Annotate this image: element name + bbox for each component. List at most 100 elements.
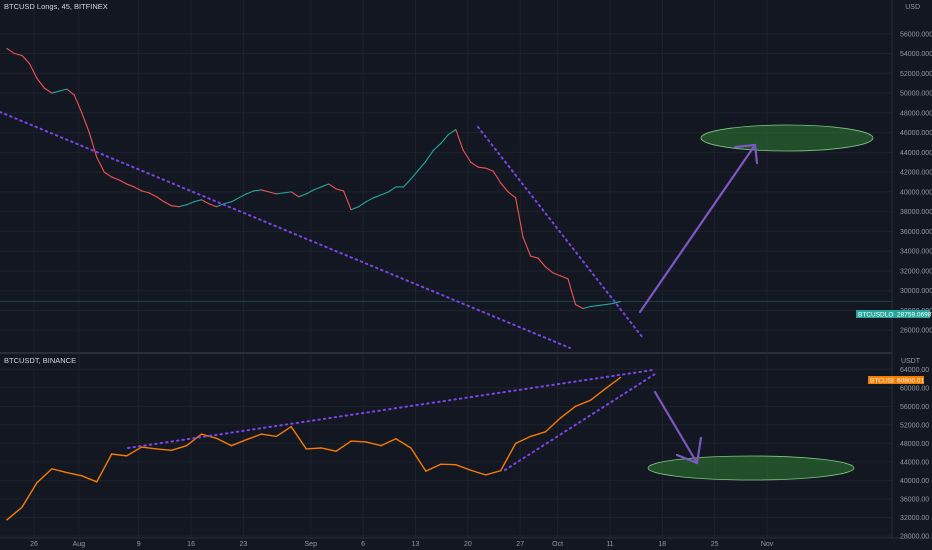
time-axis[interactable]: 26 Aug 9 16 23 Sep 6 13 20 27 Oct 11 18 25 Nov (30, 541, 774, 548)
upper-series-point (283, 192, 285, 194)
upper-series-segment (133, 186, 142, 192)
upper-series-segment (432, 143, 442, 151)
time-tick-label: 26 (30, 541, 38, 548)
upper-series-segment (530, 255, 539, 259)
upper-series-segment (36, 77, 45, 89)
upper-price-axis[interactable]: 56000.0000 54000.0000 52000.0000 50000.0000… (900, 31, 932, 334)
upper-series-segment (193, 199, 202, 203)
upper-series-segment (425, 150, 434, 162)
upper-series-point (597, 304, 599, 307)
upper-series-segment (290, 191, 300, 198)
upper-series-point (305, 193, 307, 195)
upper-series-point (380, 194, 382, 196)
upper-series-segment (545, 266, 554, 274)
upper-series-segment (126, 183, 135, 188)
upper-series-point (507, 191, 509, 193)
upper-price-tick-label: 32000.0000 (900, 268, 932, 275)
upper-short-trendline (477, 126, 644, 339)
upper-series-point (260, 189, 262, 191)
upper-series-segment (597, 303, 606, 307)
lower-series-point (125, 455, 128, 457)
lower-series-point (514, 442, 517, 445)
lower-price-tick-label: 64000.00 (900, 367, 929, 374)
time-tick-label: 27 (516, 541, 524, 548)
upper-series-point (268, 191, 270, 193)
lower-currency-label: USDT (901, 358, 921, 365)
upper-last-value-tag[interactable]: 28759.0698 (894, 310, 932, 319)
lower-symbol-tag[interactable]: BTCUSDT (868, 376, 901, 385)
upper-series-segment (238, 193, 247, 199)
upper-series-segment (537, 257, 546, 268)
lower-series-point (51, 468, 53, 470)
lower-price-tick-label: 52000.00 (900, 422, 929, 429)
upper-series-point (328, 183, 330, 185)
lower-series-point (111, 453, 113, 455)
lower-series-point (410, 447, 412, 449)
upper-series-segment (268, 191, 277, 195)
lower-series-point (215, 437, 218, 439)
upper-price-tick-label: 36000.0000 (900, 229, 932, 236)
upper-series-segment (448, 129, 457, 136)
upper-series-point (417, 169, 419, 171)
lower-series-point (499, 469, 502, 472)
upper-series-segment (201, 199, 210, 205)
upper-series-segment (403, 178, 412, 188)
lower-target-ellipse (647, 455, 855, 481)
upper-series-point (522, 236, 524, 238)
lower-series-point (6, 519, 8, 521)
upper-series-point (604, 303, 607, 306)
lower-price-axis[interactable]: 64000.00 60000.00 56000.00 52000.00 48000.00… (900, 367, 929, 541)
upper-series-segment (417, 160, 427, 171)
upper-series-point (440, 142, 442, 145)
upper-series-point (103, 171, 105, 173)
lower-price-series (6, 376, 622, 521)
lower-series-point (395, 438, 397, 440)
upper-symbol-tag[interactable]: BTCUSDLONGS (856, 310, 908, 319)
upper-series-segment (470, 161, 479, 168)
upper-series-point (343, 190, 345, 192)
upper-price-tick-label: 56000.0000 (900, 31, 932, 38)
lower-price-tick-label: 28000.00 (900, 534, 929, 541)
upper-series-segment (485, 167, 494, 172)
upper-series-point (36, 77, 38, 79)
upper-series-segment (118, 179, 127, 185)
time-tick-label: 13 (412, 541, 420, 548)
lower-series-point (529, 435, 532, 438)
lower-last-value-tag[interactable]: 60800.01 (894, 376, 924, 385)
upper-series-segment (575, 304, 584, 309)
lower-series-point (185, 444, 188, 447)
upper-series-segment (28, 63, 38, 79)
upper-grid (0, 0, 892, 352)
upper-series-segment (96, 157, 105, 173)
lower-series-point (230, 444, 233, 447)
upper-series-segment (253, 189, 262, 192)
lower-grid (0, 354, 892, 538)
upper-series-point (410, 178, 412, 180)
upper-price-tick-label: 44000.0000 (900, 150, 932, 157)
upper-price-series (0, 47, 892, 310)
upper-series-segment (500, 182, 509, 193)
upper-series-segment (305, 189, 314, 195)
upper-price-tick-label: 50000.0000 (900, 91, 932, 98)
upper-series-point (357, 206, 360, 208)
upper-series-point (470, 161, 472, 163)
lower-bottom-trendline (504, 373, 656, 471)
upper-series-point (238, 197, 240, 199)
upper-series-segment (208, 203, 217, 208)
lower-series-point (200, 433, 203, 435)
drawing-layer[interactable] (0, 111, 874, 481)
upper-series-segment (186, 201, 195, 206)
upper-series-segment (171, 205, 180, 208)
upper-series-point (215, 206, 218, 208)
lower-series-point (320, 447, 322, 449)
upper-series-segment (560, 275, 569, 280)
upper-series-point (51, 92, 53, 94)
lower-series-point (66, 471, 68, 474)
upper-series-segment (380, 191, 389, 196)
upper-series-segment (373, 194, 382, 199)
upper-series-segment (246, 190, 255, 195)
upper-long-trendline (0, 111, 571, 349)
time-tick-label: 6 (361, 541, 365, 548)
upper-series-point (395, 186, 397, 188)
